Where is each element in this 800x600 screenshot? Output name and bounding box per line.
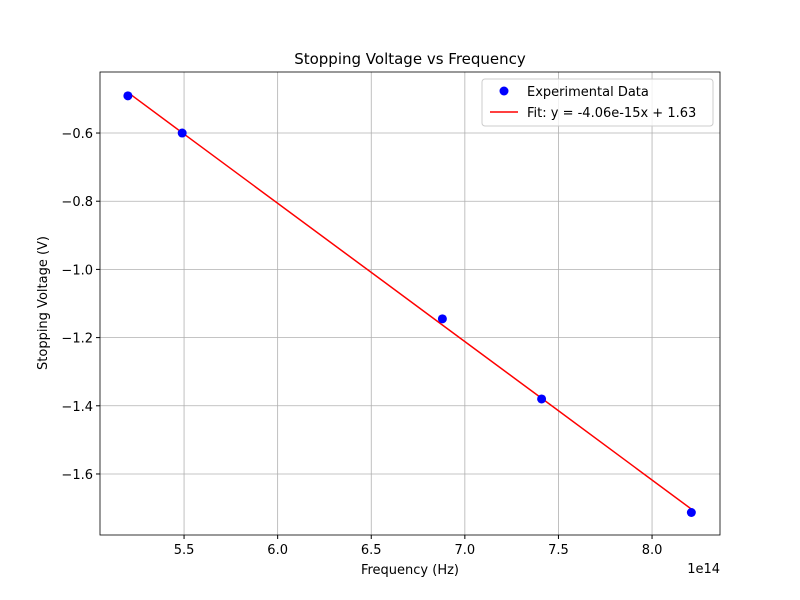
legend-box [481, 78, 714, 127]
data-point [437, 314, 447, 324]
y-tick-label: −1.6 [61, 468, 93, 483]
data-point [123, 91, 133, 101]
chart-title: Stopping Voltage vs Frequency [294, 50, 526, 68]
y-tick-label: −1.0 [61, 263, 93, 278]
y-tick-label: −1.2 [61, 332, 93, 347]
x-axis-label: Frequency (Hz) [361, 563, 459, 578]
y-tick-label: −1.4 [61, 400, 93, 415]
data-point [177, 128, 187, 138]
data-point [686, 507, 696, 517]
y-axis-label: Stopping Voltage (V) [36, 236, 51, 370]
x-tick-label: 8.0 [642, 543, 663, 558]
fit-line [127, 91, 692, 510]
legend-label: Experimental Data [527, 85, 649, 100]
plot-frame [99, 71, 721, 536]
x-tick-label: 7.0 [455, 543, 476, 558]
legend-label: Fit: y = -4.06e-15x + 1.63 [527, 106, 696, 121]
y-tick-label: −0.8 [61, 195, 93, 210]
y-tick-label: −0.6 [61, 127, 93, 142]
x-offset-label: 1e14 [687, 562, 720, 577]
x-tick-label: 6.5 [361, 543, 382, 558]
data-point [537, 394, 547, 404]
x-tick-label: 7.5 [548, 543, 569, 558]
x-tick-label: 5.5 [174, 543, 195, 558]
x-tick-label: 6.0 [267, 543, 288, 558]
legend-swatch [499, 86, 509, 96]
